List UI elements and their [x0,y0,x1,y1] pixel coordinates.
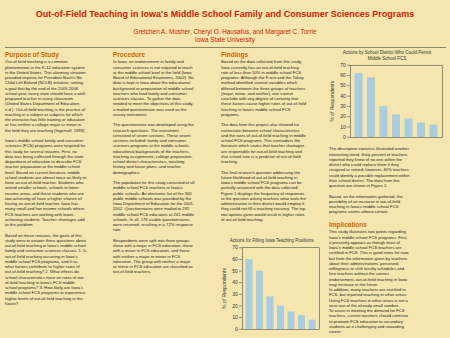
html-text:Out-of-Field Teaching in Iowa': Out-of-Field Teaching in Iowa's Middle S… [35,9,415,19]
svg-text:20: 20 [340,113,346,119]
html-text:The descriptive statistics ill: The descriptive statistics illustrated a… [329,146,410,214]
html-text:Implications: Implications [329,221,368,229]
svg-text:30: 30 [232,291,238,297]
svg-text:70: 70 [340,62,346,68]
svg-text:50: 50 [232,268,238,274]
svg-text:20: 20 [232,303,238,309]
svg-text:40: 40 [232,279,238,285]
svg-text:% of Respondents: % of Respondents [329,80,335,121]
html-text:Out-of-field teaching is a com: Out-of-field teaching is a common phenom… [5,59,87,306]
html-text:Actions for Filling Iowa Teach: Actions for Filling Iowa Teaching Positi… [229,238,313,243]
svg-text:60: 60 [340,72,346,78]
html-text:Procedure: Procedure [113,51,146,59]
svg-text:10: 10 [340,124,346,130]
svg-text:70: 70 [232,244,238,250]
html-text:In Iowa, an endorsement in fam: In Iowa, an endorsement in family and co… [113,59,195,274]
html-text:Iowa State University: Iowa State University [195,36,255,43]
html-text:Gretchen A. Mosher, Cheryl O.: Gretchen A. Mosher, Cheryl O. Hausafus, … [133,28,317,35]
html-text:Based on the data collected fr: Based on the data collected from this st… [221,59,307,222]
svg-text:50: 50 [340,82,346,88]
html-text:Purpose of Study: Purpose of Study [5,51,60,59]
svg-text:40: 40 [340,93,346,99]
svg-text:0: 0 [234,326,237,332]
svg-text:0: 0 [342,134,345,140]
svg-text:60: 60 [232,256,238,262]
svg-text:30: 30 [340,103,346,109]
html-text:Findings: Findings [221,51,249,59]
svg-text:% of Respondents: % of Respondents [221,268,227,309]
html-text:This study illustrates two poi: This study illustrates two points regard… [329,229,410,334]
svg-text:10: 10 [232,314,238,320]
html-text:Actions by School District Who: Actions by School District Who Could Per… [342,50,431,61]
